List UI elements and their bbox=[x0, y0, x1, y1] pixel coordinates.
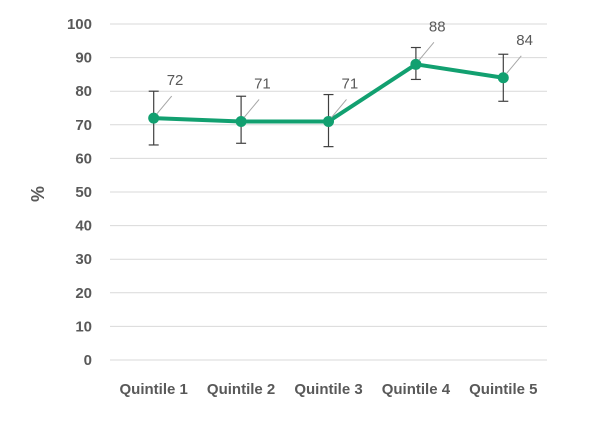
data-label-1: 72 bbox=[167, 72, 184, 89]
y-tick-labels: 0 10 20 30 40 50 60 70 80 90 100 bbox=[67, 16, 92, 369]
data-label-2: 71 bbox=[254, 75, 271, 92]
leader-line-1 bbox=[156, 95, 173, 115]
data-point-1 bbox=[148, 112, 160, 124]
data-labels: 72 71 71 88 84 bbox=[167, 18, 533, 92]
y-tick-label-50: 50 bbox=[75, 184, 92, 201]
data-label-5: 84 bbox=[516, 32, 533, 49]
data-label-3: 71 bbox=[342, 75, 359, 92]
data-point-2 bbox=[235, 115, 247, 127]
y-axis-title: % bbox=[28, 186, 48, 202]
x-tick-labels: Quintile 1 Quintile 2 Quintile 3 Quintile 4… bbox=[120, 381, 538, 398]
gridlines bbox=[110, 23, 547, 361]
y-tick-label-40: 40 bbox=[75, 218, 92, 235]
leader-line-4 bbox=[418, 41, 435, 61]
y-tick-label-10: 10 bbox=[75, 318, 92, 335]
x-tick-label-4: Quintile 4 bbox=[382, 381, 451, 398]
x-tick-label-2: Quintile 2 bbox=[207, 381, 275, 398]
leader-line-2 bbox=[243, 99, 260, 118]
y-tick-label-80: 80 bbox=[75, 83, 92, 100]
y-tick-label-0: 0 bbox=[84, 352, 92, 369]
x-tick-label-5: Quintile 5 bbox=[469, 381, 537, 398]
y-tick-label-20: 20 bbox=[75, 285, 92, 302]
data-label-leaders bbox=[156, 41, 522, 118]
y-tick-label-90: 90 bbox=[75, 50, 92, 67]
x-tick-label-3: Quintile 3 bbox=[294, 381, 362, 398]
error-bars bbox=[148, 46, 509, 148]
y-tick-label-60: 60 bbox=[75, 150, 92, 167]
y-tick-label-70: 70 bbox=[75, 117, 92, 134]
data-label-4: 88 bbox=[429, 18, 446, 35]
data-point-4 bbox=[410, 58, 422, 70]
data-point-5 bbox=[497, 72, 509, 84]
data-point-3 bbox=[323, 115, 334, 127]
y-tick-label-30: 30 bbox=[75, 251, 92, 268]
series-line bbox=[148, 58, 509, 127]
y-tick-label-100: 100 bbox=[67, 16, 92, 33]
leader-line-3 bbox=[331, 99, 347, 118]
leader-line-5 bbox=[505, 55, 522, 75]
x-tick-label-1: Quintile 1 bbox=[120, 381, 188, 398]
